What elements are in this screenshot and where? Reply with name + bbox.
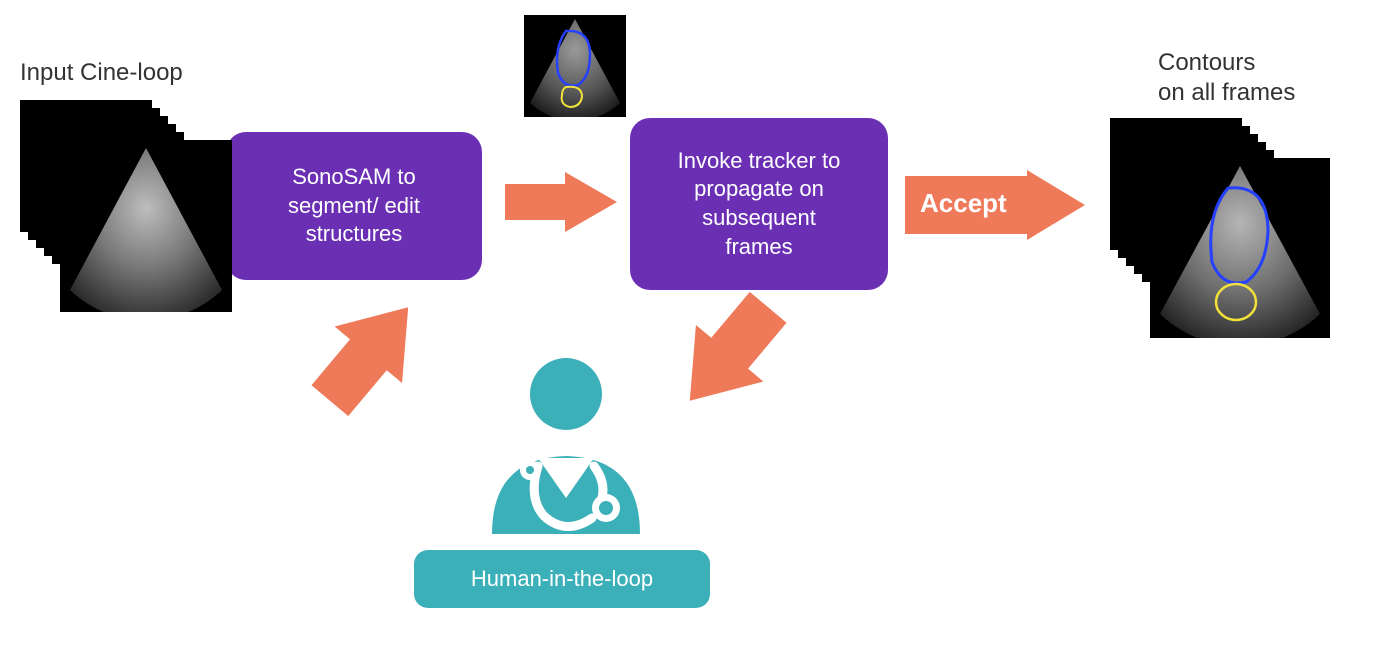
doctor-icon [478, 348, 654, 544]
arrow-tracker-to-human [656, 279, 802, 429]
output-label: Contours on all frames [1158, 48, 1295, 108]
output-cine-stack [1110, 118, 1350, 348]
arrow-accept [905, 170, 1085, 240]
arrow-seg-to-tracker [505, 172, 617, 232]
input-cine-stack [20, 100, 240, 320]
input-label: Input Cine-loop [20, 58, 183, 88]
box-segment: SonoSAM to segment/ edit structures [226, 132, 482, 280]
box-human-in-loop: Human-in-the-loop [414, 550, 710, 608]
box-tracker: Invoke tracker to propagate on subsequen… [630, 118, 888, 290]
ultrasound-frame-contoured [1150, 158, 1330, 338]
segmented-preview [524, 15, 626, 117]
arrow-human-to-seg [296, 279, 442, 429]
ultrasound-frame [60, 140, 232, 312]
